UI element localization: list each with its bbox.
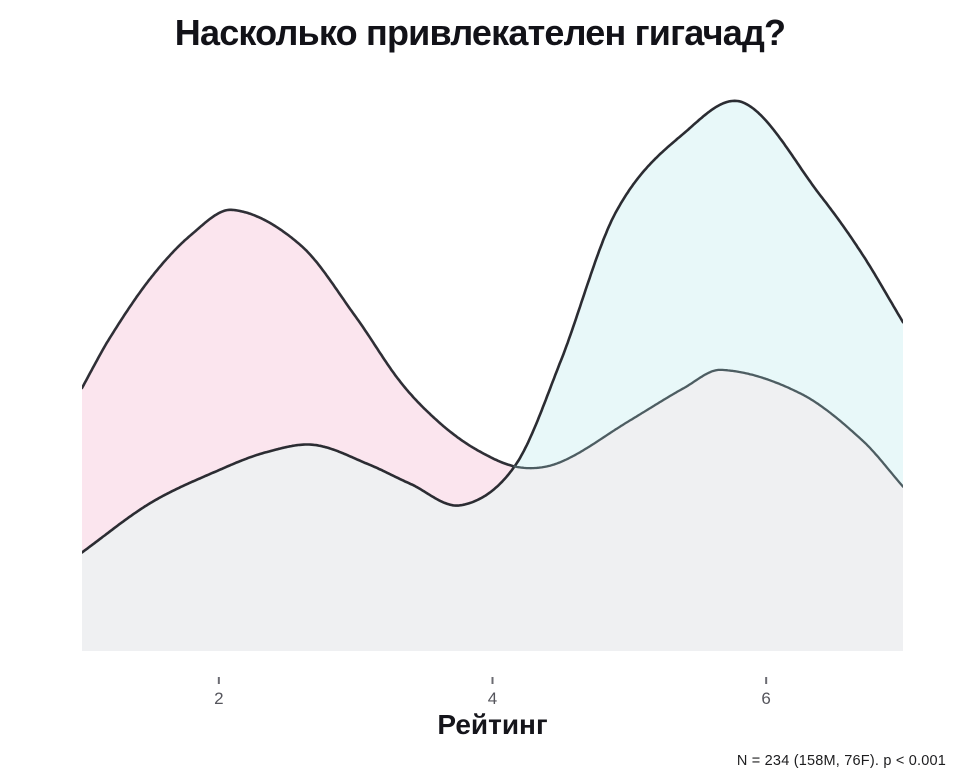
x-axis-tick-label: 6 bbox=[761, 689, 771, 708]
x-axis-tick-label: 2 bbox=[214, 689, 224, 708]
sample-size-annotation: N = 234 (158M, 76F). p < 0.001 bbox=[736, 753, 946, 769]
pink-density-area bbox=[82, 209, 515, 553]
x-axis-label: Рейтинг bbox=[437, 709, 548, 740]
pink-density-curve-left bbox=[82, 208, 516, 468]
cyan-density-curve bbox=[82, 99, 903, 554]
x-axis-tick-label: 4 bbox=[487, 689, 498, 708]
overlap-area bbox=[82, 369, 903, 651]
pink-density-curve-right bbox=[513, 368, 903, 488]
chart-title: Насколько привлекателен гигачад? bbox=[174, 12, 786, 53]
cyan-density-area bbox=[514, 100, 903, 487]
